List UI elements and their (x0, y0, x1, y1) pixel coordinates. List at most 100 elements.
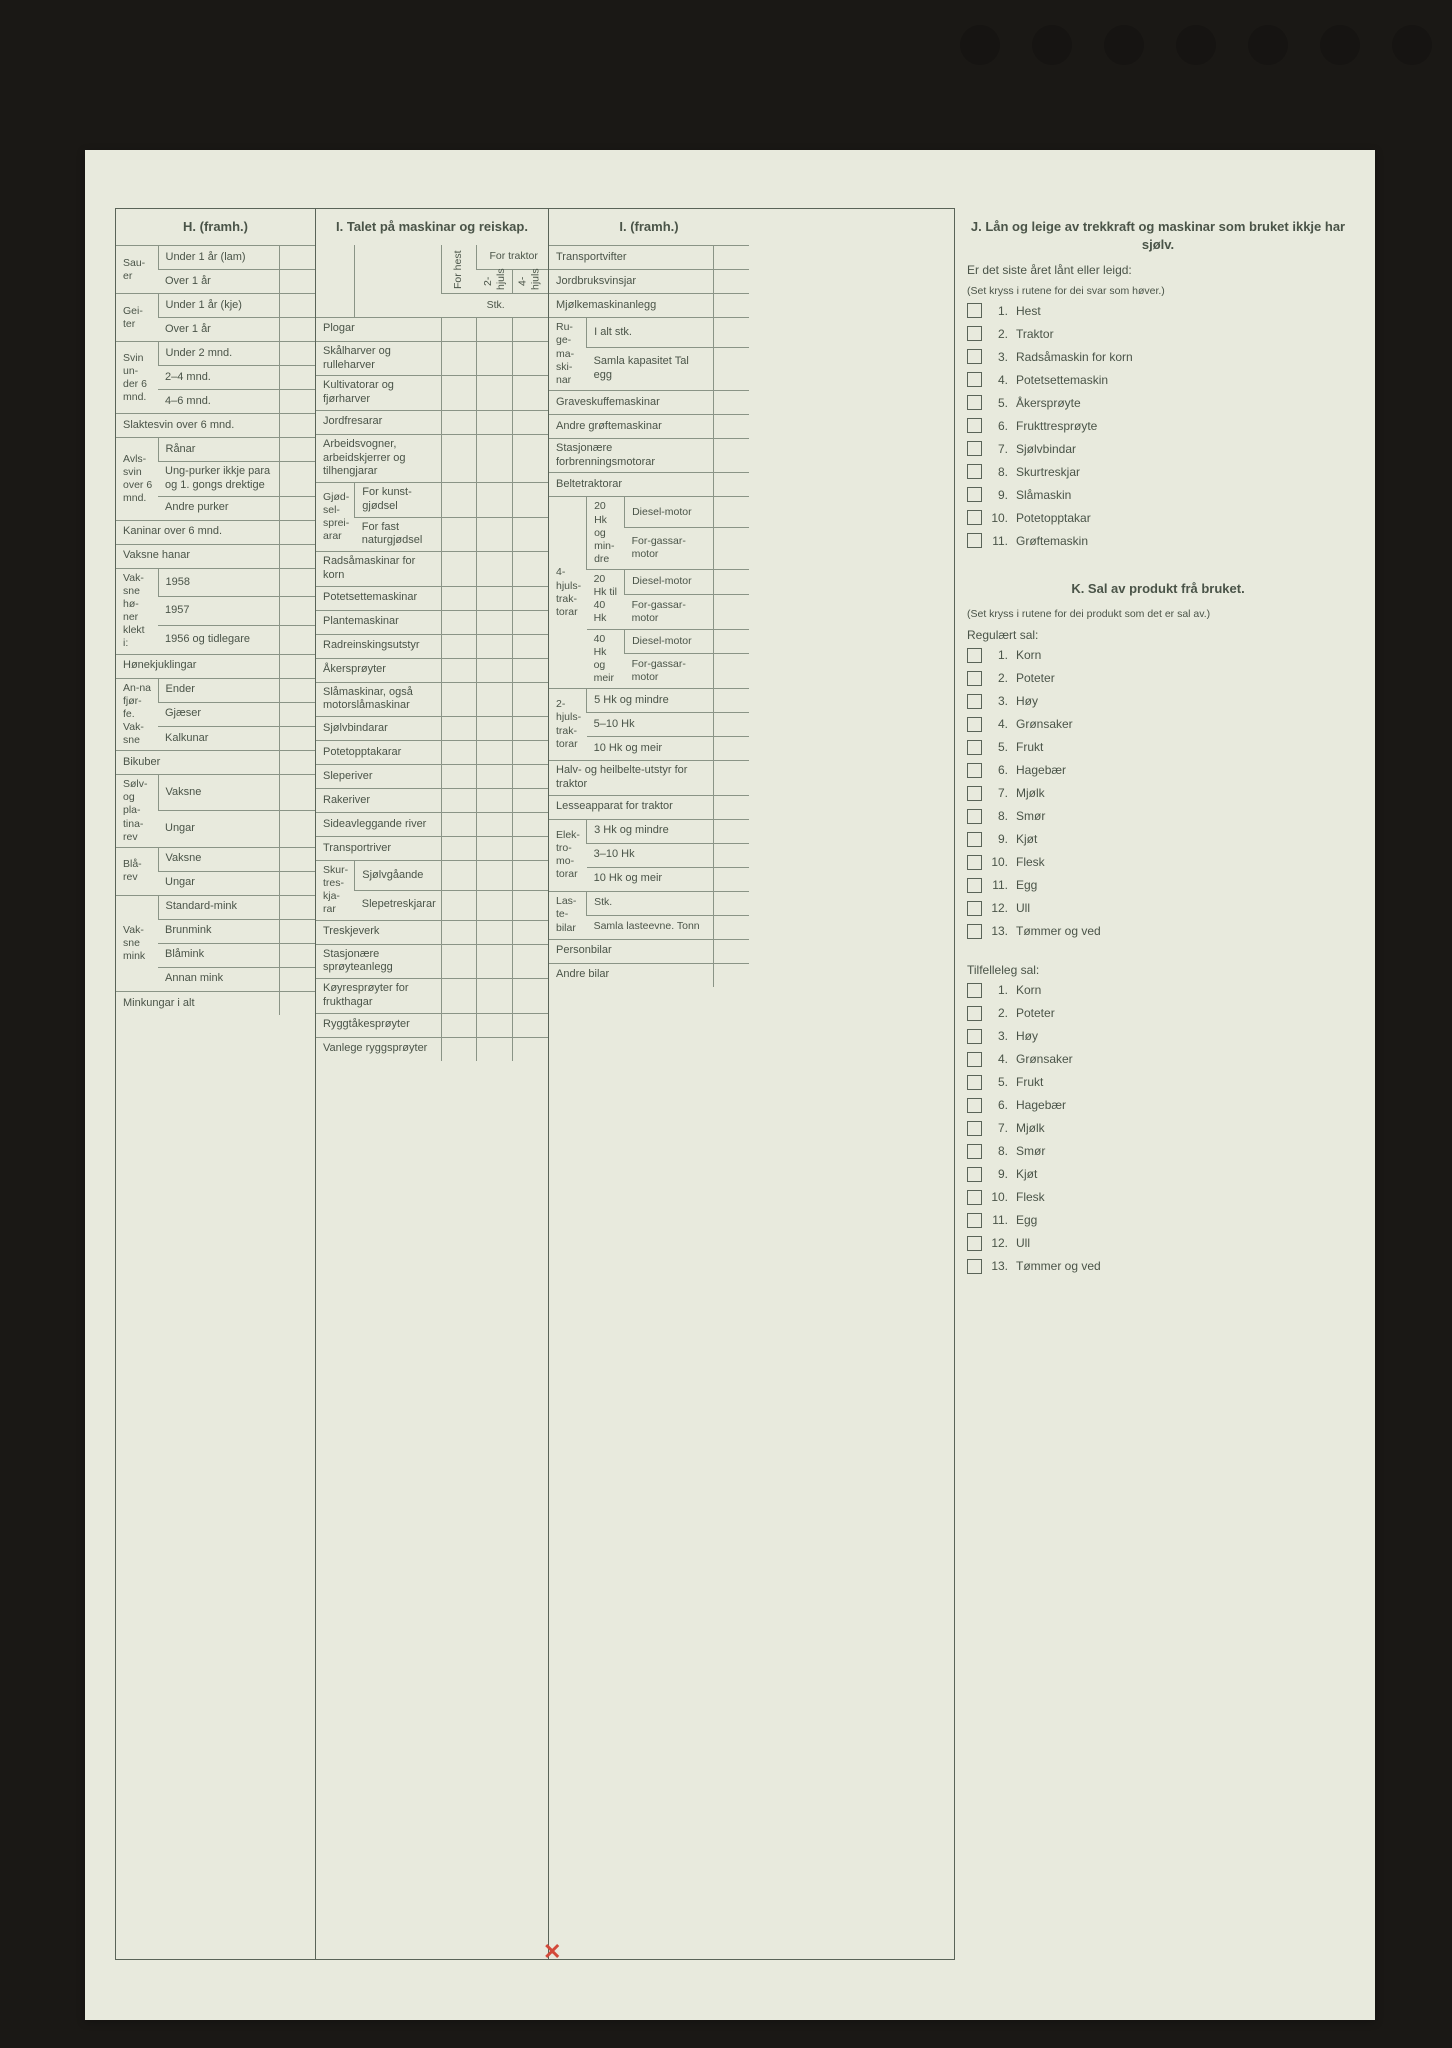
item-label: Mjølk (1016, 1121, 1045, 1135)
i2-laste-label: Las-te-bilar (549, 891, 587, 939)
h-row: Hønekjuklingar (116, 654, 279, 678)
item-num: 2. (990, 671, 1008, 685)
h-sub: Standard-mink (158, 895, 279, 919)
item-label: Potetsettemaskin (1016, 373, 1108, 387)
checkbox[interactable] (967, 1167, 982, 1182)
checkbox[interactable] (967, 487, 982, 502)
i2-row: 5–10 Hk (587, 713, 713, 737)
item-num: 3. (990, 1029, 1008, 1043)
checkbox[interactable] (967, 832, 982, 847)
checkbox[interactable] (967, 1052, 982, 1067)
checkbox[interactable] (967, 1029, 982, 1044)
h-sub: Over 1 år (158, 318, 279, 342)
i2-row: 3 Hk og mindre (587, 819, 713, 843)
checkbox[interactable] (967, 1006, 982, 1021)
i-row: Åkersprøyter (316, 658, 441, 682)
checkbox[interactable] (967, 1121, 982, 1136)
h-sub: 2–4 mnd. (158, 366, 279, 390)
checkbox[interactable] (967, 326, 982, 341)
i-row: Radsåmaskinar for korn (316, 552, 441, 587)
checkbox[interactable] (967, 464, 982, 479)
checkbox[interactable] (967, 924, 982, 939)
checkbox[interactable] (967, 1213, 982, 1228)
item-label: Poteter (1016, 671, 1055, 685)
item-num: 7. (990, 1121, 1008, 1135)
item-num: 7. (990, 786, 1008, 800)
h-sub: Brunmink (158, 919, 279, 943)
item-label: Egg (1016, 1213, 1037, 1227)
checkbox[interactable] (967, 671, 982, 686)
checkbox[interactable] (967, 1236, 982, 1251)
checkbox[interactable] (967, 694, 982, 709)
h-sub: Under 1 år (lam) (158, 246, 279, 270)
item-num: 1. (990, 983, 1008, 997)
item-label: Smør (1016, 809, 1045, 823)
i2-to-label: 2-hjuls-trak-torar (549, 689, 587, 761)
h-sub: Over 1 år (158, 270, 279, 294)
i-row: Arbeidsvogner, arbeidskjerrer og tilheng… (316, 434, 441, 482)
i2-lesse: Lesseapparat for traktor (549, 795, 713, 819)
checkbox[interactable] (967, 878, 982, 893)
i2-row: I alt stk. (587, 318, 713, 348)
item-label: Poteter (1016, 1006, 1055, 1020)
checkbox[interactable] (967, 533, 982, 548)
checkbox[interactable] (967, 1098, 982, 1113)
checkbox[interactable] (967, 901, 982, 916)
checkbox[interactable] (967, 717, 982, 732)
h-sub: Ung-purker ikkje para og 1. gongs drekti… (158, 462, 279, 497)
item-num: 6. (990, 1098, 1008, 1112)
h-sub: Kalkunar (158, 726, 279, 750)
h-sub: 1958 (158, 568, 279, 597)
checkbox[interactable] (967, 809, 982, 824)
checkbox[interactable] (967, 1144, 982, 1159)
item-label: Flesk (1016, 855, 1045, 869)
i-row: Stasjonære sprøyteanlegg (316, 944, 441, 979)
h-group: Avls-svin over 6 mnd. (116, 438, 158, 521)
item-num: 5. (990, 740, 1008, 754)
form-page: H. (framh.) Sau-erUnder 1 år (lam)Over 1… (85, 150, 1375, 2020)
checkbox[interactable] (967, 441, 982, 456)
i1-stk: Stk. (441, 293, 548, 317)
section-i1: I. Talet på maskinar og reiskap. For hes… (316, 209, 549, 1959)
i2-table: I. (framh.) TransportvifterJordbruksvins… (549, 209, 749, 987)
h-group: Vak-sne mink (116, 895, 158, 991)
item-num: 8. (990, 465, 1008, 479)
checkbox[interactable] (967, 855, 982, 870)
item-num: 3. (990, 350, 1008, 364)
item-label: Smør (1016, 1144, 1045, 1158)
checkbox[interactable] (967, 1190, 982, 1205)
checkbox[interactable] (967, 395, 982, 410)
checkbox[interactable] (967, 786, 982, 801)
checkbox[interactable] (967, 1259, 982, 1274)
checkbox[interactable] (967, 418, 982, 433)
item-label: Korn (1016, 983, 1041, 997)
checkbox[interactable] (967, 763, 982, 778)
item-label: Traktor (1016, 327, 1054, 341)
section-h: H. (framh.) Sau-erUnder 1 år (lam)Over 1… (116, 209, 316, 1959)
item-label: Hest (1016, 304, 1041, 318)
item-num: 2. (990, 1006, 1008, 1020)
checkbox[interactable] (967, 372, 982, 387)
item-num: 9. (990, 488, 1008, 502)
i2-halv: Halv- og heilbelte-utstyr for traktor (549, 761, 713, 796)
h-sub: Under 1 år (kje) (158, 294, 279, 318)
item-num: 4. (990, 1052, 1008, 1066)
checkbox[interactable] (967, 1075, 982, 1090)
checkbox[interactable] (967, 510, 982, 525)
checkbox[interactable] (967, 303, 982, 318)
i-row: Sideavleggande river (316, 813, 441, 837)
h-row: Bikuber (116, 751, 279, 775)
h-sub: Gjæser (158, 702, 279, 726)
i-row: Vanlege ryggsprøyter (316, 1037, 441, 1061)
item-label: Slåmaskin (1016, 488, 1071, 502)
i-row: Plantemaskinar (316, 610, 441, 634)
item-num: 3. (990, 694, 1008, 708)
h-group: Sau-er (116, 246, 158, 294)
checkbox[interactable] (967, 983, 982, 998)
i2-row: For-gassar-motor (625, 594, 713, 629)
item-num: 8. (990, 1144, 1008, 1158)
i-row: Slepetreskjarar (355, 890, 441, 920)
checkbox[interactable] (967, 740, 982, 755)
checkbox[interactable] (967, 648, 982, 663)
checkbox[interactable] (967, 349, 982, 364)
